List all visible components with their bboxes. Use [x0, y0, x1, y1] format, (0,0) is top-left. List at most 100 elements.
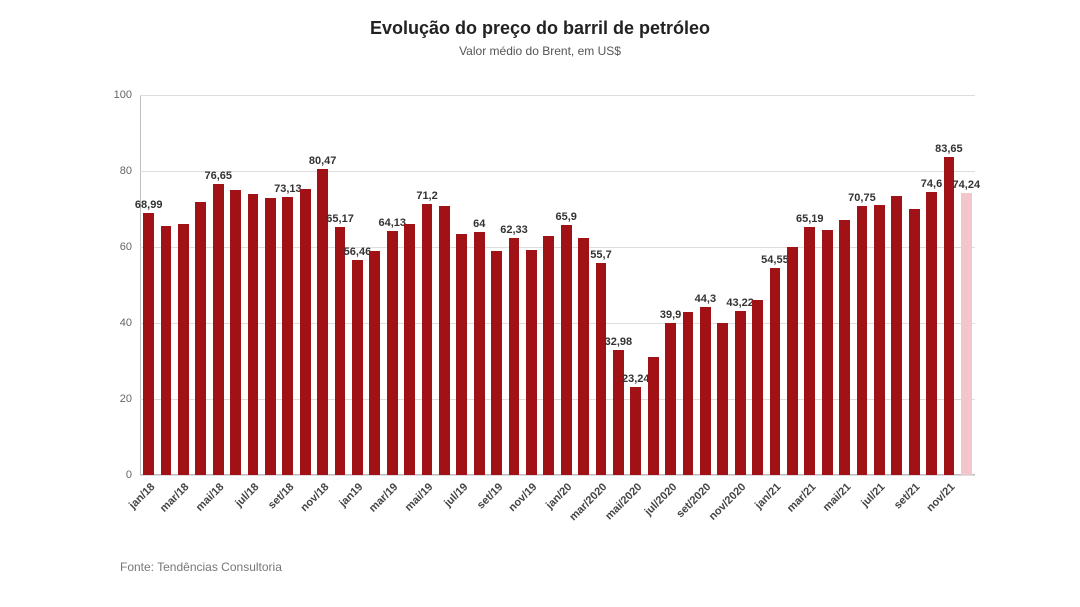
bar [596, 263, 607, 475]
chart-title: Evolução do preço do barril de petróleo [0, 18, 1080, 39]
x-tick-label: set/21 [892, 481, 923, 512]
bar [422, 204, 433, 475]
bar [509, 238, 520, 475]
bar-value-label: 74,6 [921, 178, 942, 192]
bar-value-label: 65,19 [796, 213, 824, 227]
bar-value-label: 43,22 [726, 297, 754, 311]
bar-value-label: 71,2 [416, 190, 437, 204]
bar [543, 236, 554, 475]
bar [648, 357, 659, 475]
bar [230, 190, 241, 475]
bar [630, 387, 641, 475]
x-tick-label: jul/2020 [642, 481, 679, 518]
bar [822, 230, 833, 475]
bar [839, 220, 850, 475]
x-tick-label: jan/18 [127, 481, 158, 512]
bar [178, 224, 189, 475]
y-tick-label: 60 [120, 241, 140, 253]
x-tick-label: mar/21 [785, 481, 819, 515]
chart-subtitle: Valor médio do Brent, em US$ [0, 44, 1080, 58]
bar [526, 250, 537, 475]
bar-value-label: 39,9 [660, 309, 681, 323]
x-tick-label: nov/2020 [707, 481, 749, 523]
x-tick-label: mai/2020 [603, 481, 644, 522]
bar [387, 231, 398, 475]
x-tick-label: mar/2020 [567, 481, 609, 523]
bar [752, 300, 763, 475]
bar-value-label: 70,75 [848, 192, 876, 206]
x-tick-label: set/18 [266, 481, 297, 512]
bar [491, 251, 502, 475]
bar [335, 227, 346, 475]
bar-value-label: 68,99 [135, 199, 163, 213]
bar-value-label: 80,47 [309, 155, 337, 169]
bar [474, 232, 485, 475]
x-tick-label: jan/20 [544, 481, 575, 512]
x-tick-label: jul/19 [442, 481, 470, 509]
bar [300, 189, 311, 475]
bar [683, 312, 694, 475]
plot-area: 02040608010068,99jan/18mar/1876,65mai/18… [140, 95, 975, 475]
bar-value-label: 65,9 [555, 211, 576, 225]
bar-value-label: 23,24 [622, 373, 650, 387]
x-tick-label: mai/21 [820, 481, 853, 514]
bar-value-label: 65,17 [326, 213, 354, 227]
x-tick-label: jul/21 [859, 481, 887, 509]
bar [735, 311, 746, 475]
x-tick-label: nov/19 [507, 481, 540, 514]
bar [161, 226, 172, 475]
x-tick-label: mar/18 [158, 481, 192, 515]
bar [282, 197, 293, 475]
bar [352, 260, 363, 475]
bar-value-label: 73,13 [274, 183, 302, 197]
bar [804, 227, 815, 475]
bar-value-label: 32,98 [605, 336, 633, 350]
bar-value-label: 62,33 [500, 224, 528, 238]
x-tick-label: nov/18 [298, 481, 331, 514]
bar [944, 157, 955, 475]
bar [369, 251, 380, 475]
bar [770, 268, 781, 475]
grid-line [140, 171, 975, 172]
bar [248, 194, 259, 475]
bar [787, 247, 798, 475]
y-tick-label: 80 [120, 165, 140, 177]
chart-source: Fonte: Tendências Consultoria [120, 560, 282, 574]
bar-value-label: 64 [473, 218, 485, 232]
x-tick-label: set/19 [475, 481, 506, 512]
y-tick-label: 40 [120, 317, 140, 329]
bar-value-label: 83,65 [935, 143, 963, 157]
bar-value-label: 44,3 [695, 293, 716, 307]
x-tick-label: nov/21 [924, 481, 957, 514]
bar [891, 196, 902, 475]
bar [857, 206, 868, 475]
bar-value-label: 64,13 [378, 217, 406, 231]
bar [961, 193, 972, 475]
bar-value-label: 55,7 [590, 249, 611, 263]
x-tick-label: jul/18 [233, 481, 261, 509]
bar-value-label: 76,65 [205, 170, 233, 184]
y-tick-label: 100 [114, 89, 140, 101]
bar [613, 350, 624, 475]
bar [439, 206, 450, 475]
bar [578, 238, 589, 476]
bar [143, 213, 154, 475]
y-tick-label: 20 [120, 393, 140, 405]
bar [926, 192, 937, 475]
x-tick-label: jan/21 [753, 481, 784, 512]
bar [265, 198, 276, 475]
bar [717, 323, 728, 475]
bar [874, 205, 885, 475]
bar [700, 307, 711, 475]
y-axis-line [140, 95, 141, 475]
bar [195, 202, 206, 475]
y-tick-label: 0 [126, 469, 140, 481]
bar [909, 209, 920, 475]
x-tick-label: mai/18 [194, 481, 227, 514]
bar [665, 323, 676, 475]
grid-line [140, 95, 975, 96]
x-tick-label: jan19 [338, 481, 366, 509]
bar-value-label: 54,55 [761, 254, 789, 268]
x-tick-label: mai/19 [403, 481, 436, 514]
bar [404, 224, 415, 475]
